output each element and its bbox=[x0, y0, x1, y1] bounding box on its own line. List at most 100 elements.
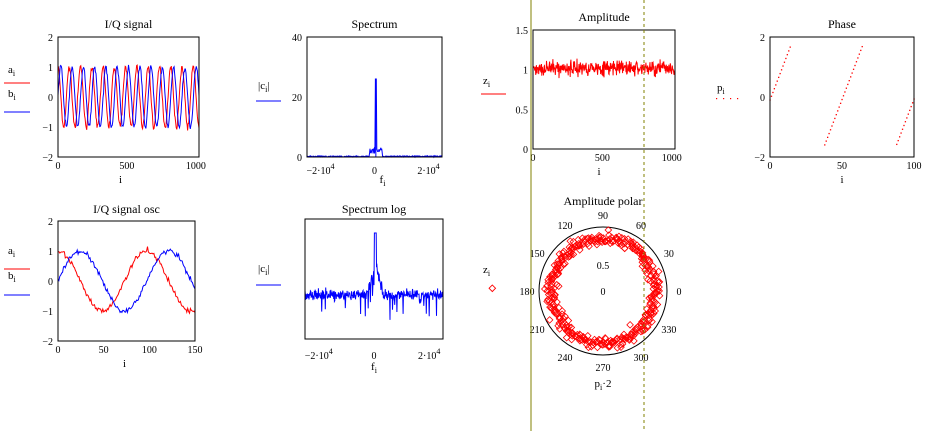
polar-point bbox=[575, 246, 584, 254]
legend-b: bi bbox=[8, 270, 17, 284]
polar-point bbox=[545, 316, 554, 324]
legend-z-main: z bbox=[483, 75, 488, 87]
legend-dot-p bbox=[737, 98, 739, 100]
polar-point bbox=[651, 289, 660, 297]
phase-point bbox=[829, 129, 832, 131]
x-tick: 50 bbox=[99, 345, 109, 356]
x-tick: 2·104 bbox=[417, 162, 439, 177]
polar-angle-label: 0 bbox=[677, 287, 682, 298]
legend-marker-z-polar bbox=[488, 284, 497, 293]
legend-p-sub: i bbox=[723, 87, 726, 96]
legend-dot-p bbox=[723, 98, 725, 100]
polar-angle-label: 240 bbox=[558, 353, 573, 364]
phase-point bbox=[842, 95, 845, 97]
y-tick: −1 bbox=[42, 307, 53, 318]
polar-point bbox=[543, 297, 551, 306]
y-tick: 0 bbox=[523, 145, 528, 156]
x-tick-base: −2·10 bbox=[305, 351, 329, 362]
chart-amplitude-polar: Amplitude polar9060300330300270240210180… bbox=[483, 194, 682, 392]
polar-point bbox=[654, 267, 663, 276]
x-tick: −2·104 bbox=[305, 347, 333, 362]
polar-point bbox=[560, 252, 569, 260]
phase-point bbox=[785, 57, 787, 60]
legend-p: pi bbox=[717, 82, 726, 96]
polar-r-label: 0 bbox=[601, 287, 606, 298]
legend-c-suffix: | bbox=[267, 80, 269, 92]
phase-point bbox=[906, 117, 908, 119]
y-tick: −1 bbox=[42, 123, 53, 134]
phase-point bbox=[786, 54, 788, 56]
spectrum-frame bbox=[306, 36, 443, 158]
y-tick: 2 bbox=[760, 33, 765, 44]
phase-point bbox=[904, 121, 907, 123]
y-tick: 2 bbox=[48, 33, 53, 44]
phase-point bbox=[899, 136, 901, 138]
legend-p-main: p bbox=[717, 82, 723, 94]
polar-point bbox=[566, 237, 575, 245]
y-tick: 0 bbox=[48, 93, 53, 104]
phase-point bbox=[855, 61, 858, 63]
polar-angle-label: 330 bbox=[661, 325, 676, 336]
polar-point bbox=[593, 240, 601, 249]
chart-title: Amplitude polar bbox=[564, 194, 643, 208]
polar-point bbox=[655, 287, 663, 295]
chart-title: Spectrum log bbox=[342, 202, 406, 216]
x-axis-label-main: f bbox=[371, 361, 375, 373]
y-tick: 20 bbox=[292, 93, 302, 104]
x-tick: 0 bbox=[768, 161, 773, 172]
x-axis-label: i bbox=[123, 358, 126, 370]
phase-point bbox=[907, 113, 909, 115]
x-tick-base: 2·10 bbox=[418, 351, 436, 362]
phase-point bbox=[775, 84, 777, 86]
series-b bbox=[57, 248, 196, 315]
phase-point bbox=[782, 65, 784, 67]
polar-point bbox=[644, 321, 652, 330]
phase-point bbox=[824, 144, 826, 146]
y-tick: 0.5 bbox=[516, 105, 529, 116]
phase-point bbox=[839, 102, 842, 104]
x-tick: 0 bbox=[372, 166, 377, 177]
polar-point bbox=[549, 300, 558, 309]
legend-dot-p bbox=[730, 98, 732, 100]
chart-title: Spectrum bbox=[352, 17, 399, 31]
x-tick: 500 bbox=[595, 153, 610, 164]
iq-frame bbox=[57, 36, 200, 158]
phase-point bbox=[789, 46, 791, 48]
legend-b-main: b bbox=[8, 88, 14, 100]
x-tick: 50 bbox=[837, 161, 847, 172]
series-a bbox=[57, 246, 196, 315]
amplitude-frame bbox=[532, 29, 676, 150]
polar-angle-label: 270 bbox=[596, 363, 611, 374]
spectrumlog-frame bbox=[304, 218, 444, 340]
polar-point bbox=[653, 300, 662, 309]
polar-point bbox=[648, 317, 656, 326]
x-tick-base: −2·10 bbox=[307, 166, 331, 177]
chart-title: I/Q signal bbox=[105, 17, 153, 31]
polar-point bbox=[540, 285, 549, 293]
polar-point bbox=[644, 275, 652, 284]
y-tick: 1.5 bbox=[516, 26, 529, 37]
x-tick: 0 bbox=[56, 345, 61, 356]
phase-point bbox=[896, 143, 898, 146]
x-tick-base: 0 bbox=[372, 351, 377, 362]
polar-point bbox=[626, 321, 634, 329]
polar-axis-label-suffix: ·2 bbox=[602, 378, 611, 390]
phase-point bbox=[903, 124, 905, 127]
polar-point bbox=[649, 281, 658, 290]
phase-point bbox=[852, 68, 855, 70]
phase-point bbox=[850, 76, 852, 78]
phase-point bbox=[847, 83, 849, 86]
chart-title: Amplitude bbox=[578, 10, 629, 24]
iqosc-frame bbox=[57, 220, 196, 342]
x-tick-sup: 4 bbox=[329, 347, 333, 356]
polar-angle-label: 150 bbox=[530, 249, 545, 260]
legend-z-polar-sub: i bbox=[488, 269, 491, 278]
legend-c-sub: i bbox=[265, 85, 268, 94]
polar-point bbox=[555, 250, 564, 258]
x-axis-label: i bbox=[597, 166, 600, 178]
legend-a-main: a bbox=[8, 245, 13, 257]
phase-point bbox=[845, 87, 848, 89]
